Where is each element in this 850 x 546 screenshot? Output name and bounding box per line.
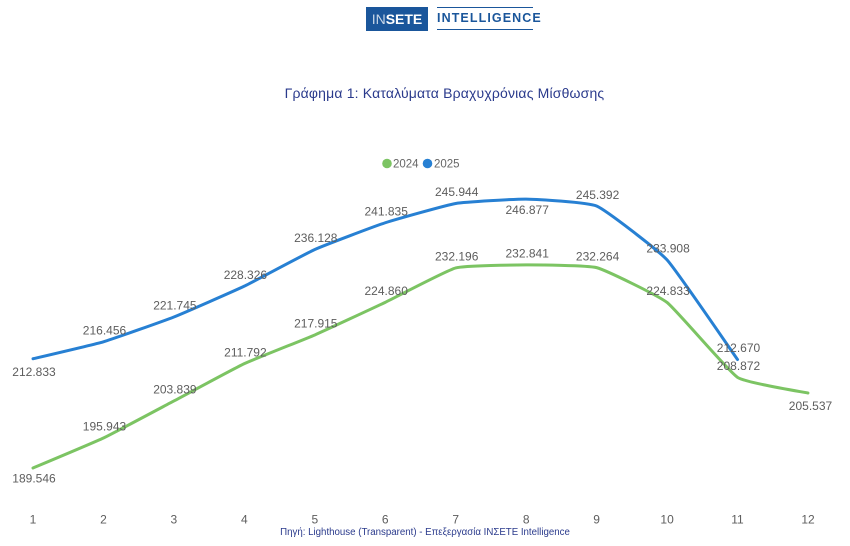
svg-text:224.833: 224.833: [646, 284, 690, 298]
svg-text:232.264: 232.264: [576, 249, 620, 263]
svg-text:195.943: 195.943: [83, 420, 127, 434]
svg-text:236.128: 236.128: [294, 231, 338, 245]
svg-text:245.392: 245.392: [576, 188, 620, 202]
svg-text:233.908: 233.908: [646, 242, 690, 256]
svg-text:205.537: 205.537: [789, 399, 833, 413]
svg-text:10: 10: [660, 513, 674, 527]
svg-text:2024: 2024: [393, 159, 419, 171]
svg-text:217.915: 217.915: [294, 317, 338, 331]
svg-text:4: 4: [241, 513, 248, 527]
svg-text:6: 6: [382, 513, 389, 527]
svg-text:228.326: 228.326: [224, 268, 268, 282]
svg-text:11: 11: [731, 513, 744, 527]
svg-text:221.745: 221.745: [153, 299, 197, 313]
svg-text:12: 12: [801, 513, 815, 527]
svg-text:232.841: 232.841: [506, 247, 550, 261]
svg-text:5: 5: [311, 513, 318, 527]
svg-text:232.196: 232.196: [435, 250, 479, 264]
svg-text:212.670: 212.670: [717, 341, 761, 355]
svg-text:1: 1: [30, 513, 37, 527]
svg-text:8: 8: [523, 513, 530, 527]
svg-text:224.860: 224.860: [365, 284, 409, 298]
svg-text:9: 9: [593, 513, 600, 527]
svg-text:216.456: 216.456: [83, 324, 127, 338]
svg-text:212.833: 212.833: [12, 365, 56, 379]
svg-text:3: 3: [171, 513, 178, 527]
svg-text:246.877: 246.877: [506, 203, 550, 217]
svg-text:7: 7: [452, 513, 459, 527]
svg-text:245.944: 245.944: [435, 185, 479, 199]
svg-text:241.835: 241.835: [365, 204, 409, 218]
svg-text:211.792: 211.792: [224, 345, 267, 359]
svg-text:189.546: 189.546: [12, 472, 56, 486]
svg-text:2: 2: [100, 513, 107, 527]
svg-text:208.872: 208.872: [717, 359, 761, 373]
svg-text:203.839: 203.839: [153, 383, 197, 397]
svg-text:2025: 2025: [434, 159, 460, 171]
